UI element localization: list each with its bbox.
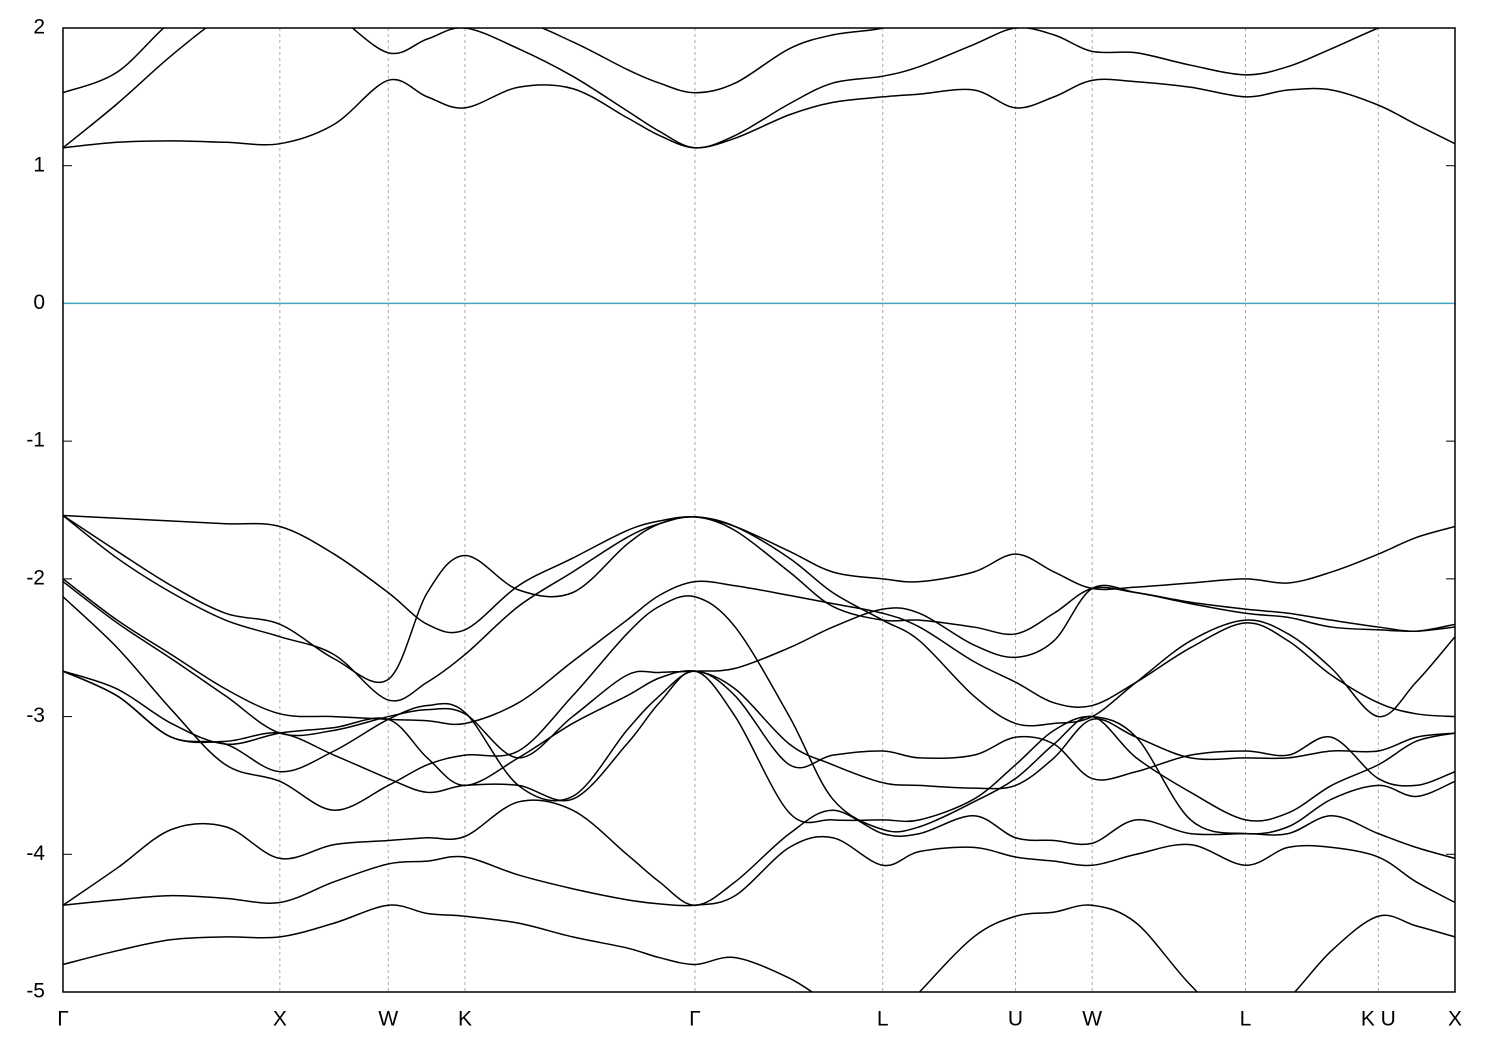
band-line: [63, 514, 1455, 702]
y-tick-label: -2: [26, 566, 45, 589]
x-tick-label: Γ: [57, 1008, 69, 1031]
band-line: [63, 28, 1023, 94]
x-tick-label: X: [273, 1008, 287, 1031]
x-tick-label: L: [877, 1008, 889, 1031]
band-line: [63, 578, 1455, 726]
x-tick-label: W: [1082, 1008, 1102, 1031]
y-tick-label: -1: [26, 429, 45, 452]
x-tick-label: U: [1008, 1008, 1023, 1031]
y-tick-label: 2: [33, 16, 45, 39]
band-line: [63, 835, 1455, 907]
band-line: [63, 799, 1455, 906]
plot-frame: [62, 27, 1456, 993]
band-line: [63, 595, 1455, 833]
band-line: [63, 670, 1455, 802]
x-tick-label: L: [1240, 1008, 1252, 1031]
labels-layer: 2 1 0 -1 -2 -3 -4 -5 Γ X W K Γ L U W L K U X: [26, 16, 1462, 1031]
bands-layer: [63, 28, 1455, 992]
y-tick-label: 0: [33, 291, 45, 314]
band-line: [63, 78, 1455, 149]
x-tick-label: W: [378, 1008, 398, 1031]
y-tick-label: -5: [26, 980, 45, 1003]
band-line: [63, 28, 1381, 149]
band-line: [63, 904, 1455, 992]
x-tick-label: X: [1448, 1008, 1462, 1031]
band-line: [63, 581, 1455, 759]
y-tick-label: -4: [26, 842, 45, 865]
y-tick-label: -3: [26, 704, 45, 727]
y-tick-label: 1: [33, 153, 45, 176]
x-tick-label: K: [458, 1008, 472, 1031]
x-tick-label: K U: [1361, 1008, 1396, 1031]
grid-layer: [62, 27, 1456, 993]
x-tick-label: Γ: [689, 1008, 701, 1031]
band-line: [63, 514, 1455, 727]
band-line: [63, 514, 1455, 634]
band-line: [63, 670, 1455, 835]
band-line: [63, 669, 1455, 790]
